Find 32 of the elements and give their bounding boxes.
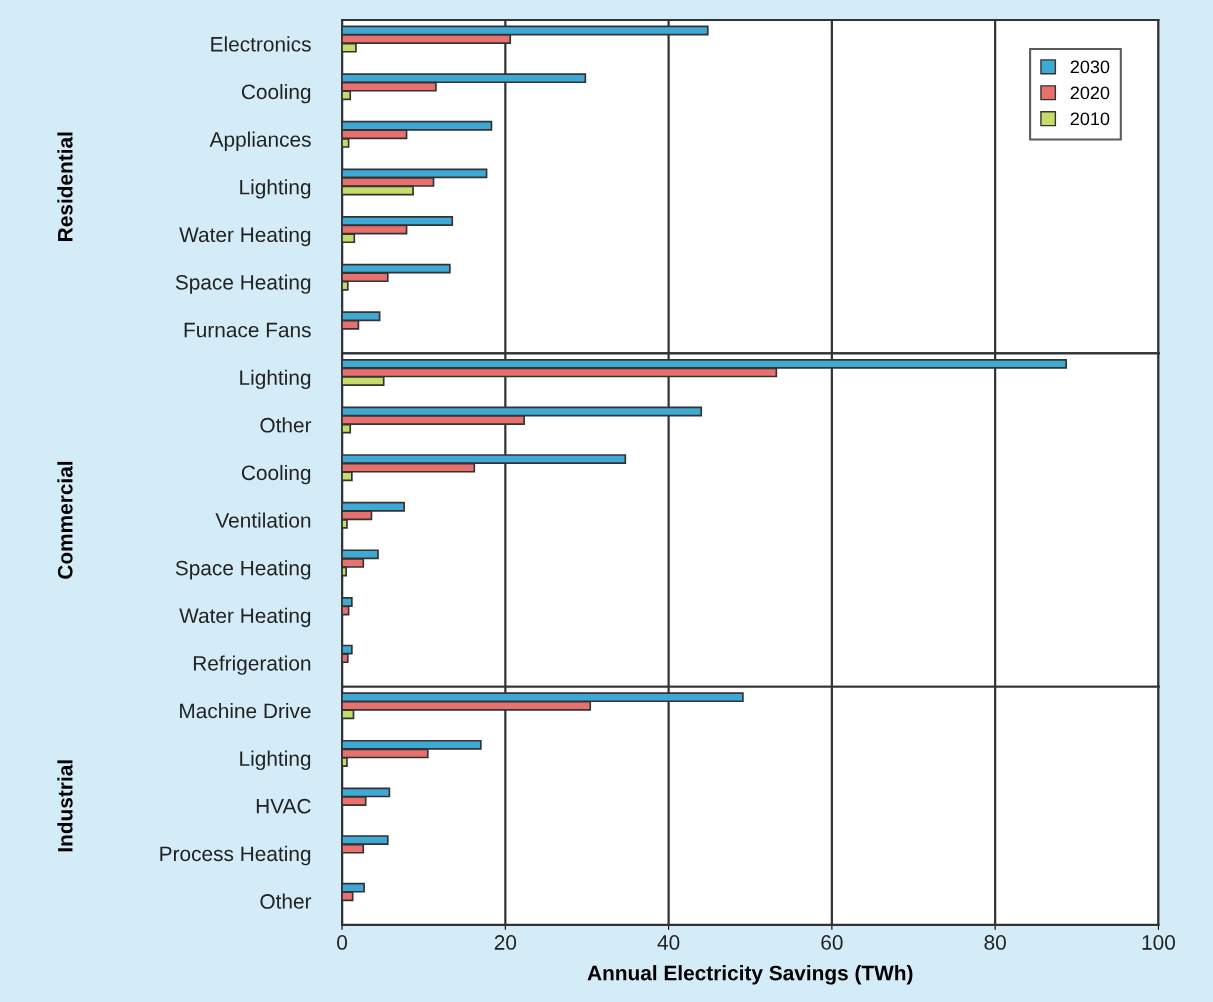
y-tick-label: Space Heating bbox=[175, 274, 311, 294]
y-tick-label: Cooling bbox=[241, 464, 311, 485]
y-axis-title: Industrial bbox=[57, 760, 73, 852]
y-tick-label: Furnace Fans bbox=[184, 322, 311, 338]
y-tick-label: Electronics bbox=[211, 36, 311, 52]
x-tick-label: 80 bbox=[984, 935, 1006, 950]
x-tick-label: 60 bbox=[821, 935, 843, 950]
x-tick-label: 40 bbox=[657, 935, 680, 950]
x-tick-label: 20 bbox=[494, 935, 517, 950]
y-tick-label: Refrigeration bbox=[193, 655, 311, 675]
y-tick-label: Appliances bbox=[209, 131, 311, 151]
x-tick-label: 0 bbox=[337, 935, 348, 950]
legend-label: 2020 bbox=[1070, 86, 1110, 100]
y-tick-label: Water Heating bbox=[179, 226, 311, 247]
y-axis-title: Residential bbox=[57, 132, 73, 241]
legend-label: 2030 bbox=[1070, 60, 1110, 74]
y-axis-title: Commercial bbox=[57, 461, 73, 579]
y-tick-label: Water Heating bbox=[179, 607, 311, 628]
x-axis-title: Annual Electricity Savings (TWh) bbox=[587, 965, 913, 985]
legend-label: 2010 bbox=[1070, 112, 1110, 126]
y-tick-label: Cooling bbox=[241, 83, 311, 104]
x-tick-label: 100 bbox=[1142, 935, 1175, 950]
y-tick-label: Space Heating bbox=[175, 560, 311, 580]
y-tick-label: Lighting bbox=[240, 750, 311, 771]
y-tick-label: Lighting bbox=[240, 179, 311, 199]
y-tick-label: HVAC bbox=[256, 798, 311, 814]
y-tick-label: Other bbox=[260, 417, 312, 433]
y-tick-label: Other bbox=[260, 893, 312, 909]
y-tick-label: Lighting bbox=[240, 369, 311, 390]
y-tick-label: Machine Drive bbox=[180, 703, 311, 719]
y-tick-label: Ventilation bbox=[215, 512, 311, 528]
y-tick-label: Process Heating bbox=[160, 845, 311, 866]
